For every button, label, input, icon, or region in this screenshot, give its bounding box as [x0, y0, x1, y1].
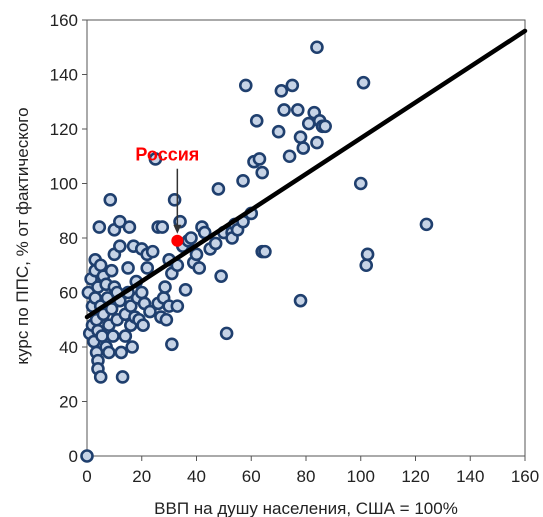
x-axis-title: ВВП на душу населения, США = 100%: [154, 499, 458, 517]
data-point: [356, 75, 371, 90]
data-point: [118, 329, 133, 343]
data-point: [136, 318, 150, 333]
data-point: [102, 345, 116, 360]
data-point: [148, 152, 163, 166]
data-point: [214, 269, 228, 283]
data-point: [360, 247, 375, 262]
data-point: [296, 141, 311, 155]
y-tick-label: 20: [59, 393, 78, 412]
y-tick-label: 40: [59, 338, 78, 357]
data-point: [252, 152, 267, 166]
data-point: [318, 119, 332, 134]
y-tick-label: 120: [50, 120, 78, 139]
data-point: [310, 40, 324, 55]
data-point: [219, 326, 234, 341]
data-point: [122, 220, 137, 234]
russia-label: Россия: [135, 145, 199, 165]
data-point: [145, 244, 160, 259]
data-point: [359, 258, 374, 273]
data-point: [211, 182, 226, 196]
data-point: [113, 239, 127, 253]
data-point: [277, 103, 291, 117]
data-point: [192, 261, 207, 275]
y-tick-label: 140: [50, 66, 78, 85]
data-point: [310, 135, 324, 150]
data-point: [80, 449, 94, 463]
data-point: [282, 149, 297, 164]
data-point: [293, 130, 308, 144]
data-point: [93, 370, 108, 384]
y-tick-label: 60: [59, 284, 78, 303]
data-point: [285, 78, 300, 93]
data-point: [419, 217, 434, 232]
x-tick-label: 60: [242, 467, 261, 486]
data-point: [170, 299, 185, 313]
data-point: [189, 247, 204, 262]
data-point: [155, 220, 170, 234]
data-point: [92, 220, 107, 234]
data-point: [114, 345, 129, 360]
data-point: [167, 193, 182, 207]
data-point: [165, 337, 179, 352]
data-point: [113, 214, 127, 229]
data-point: [249, 114, 264, 128]
russia-point: [171, 234, 184, 247]
data-point: [258, 244, 272, 259]
data-point: [290, 103, 305, 117]
data-point: [255, 165, 270, 180]
x-tick-label: 140: [456, 467, 484, 486]
x-tick-label: 160: [511, 467, 539, 486]
y-axis-title: курс по ППС, % от фактического: [13, 107, 32, 364]
data-point: [121, 261, 135, 275]
x-tick-label: 100: [347, 467, 375, 486]
data-point: [95, 329, 109, 343]
y-tick-label: 160: [50, 11, 78, 30]
y-tick-label: 0: [69, 447, 78, 466]
data-point: [293, 293, 308, 308]
data-point: [178, 282, 193, 297]
data-point: [159, 312, 174, 327]
data-point: [208, 236, 223, 251]
x-tick-label: 80: [297, 467, 316, 486]
data-point: [271, 124, 286, 139]
data-point: [134, 285, 149, 300]
data-point: [140, 261, 155, 275]
data-point: [143, 304, 157, 319]
data-point: [125, 340, 139, 354]
x-tick-label: 40: [187, 467, 206, 486]
russia-arrow-head: [173, 224, 182, 234]
data-point: [236, 173, 250, 188]
data-point: [158, 280, 172, 294]
data-point: [184, 231, 198, 245]
x-tick-label: 0: [82, 467, 91, 486]
x-tick-label: 20: [132, 467, 151, 486]
data-point: [103, 193, 118, 207]
data-point: [93, 258, 108, 273]
y-tick-label: 80: [59, 229, 78, 248]
y-tick-label: 100: [50, 175, 78, 194]
data-point: [104, 263, 119, 278]
x-tick-label: 120: [401, 467, 429, 486]
trend-line: [84, 28, 528, 320]
data-point: [353, 176, 368, 191]
data-point: [115, 370, 130, 384]
data-point: [274, 84, 289, 98]
data-point: [106, 329, 120, 343]
data-point: [301, 116, 316, 131]
data-point: [238, 78, 253, 93]
